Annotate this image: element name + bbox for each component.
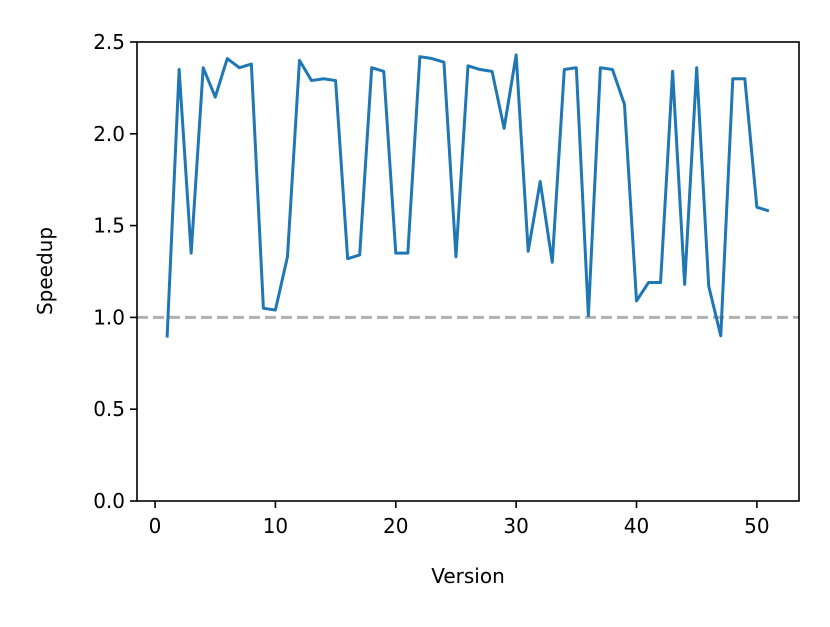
y-axis-label: Speedup — [33, 227, 57, 315]
y-tick-label: 1.5 — [93, 214, 125, 238]
x-tick-label: 0 — [149, 514, 162, 538]
x-axis-label: Version — [431, 564, 505, 588]
y-tick-label: 0.0 — [93, 489, 125, 513]
x-tick-label: 10 — [263, 514, 288, 538]
y-tick-label: 2.5 — [93, 30, 125, 54]
x-tick-label: 20 — [383, 514, 408, 538]
x-tick-label: 40 — [624, 514, 649, 538]
plot-frame — [136, 41, 800, 502]
y-tick-label: 1.0 — [93, 305, 125, 329]
y-tick-label: 2.0 — [93, 122, 125, 146]
data-line — [165, 53, 770, 338]
y-tick-label: 0.5 — [93, 397, 125, 421]
x-tick-label: 30 — [503, 514, 528, 538]
x-tick-label: 50 — [744, 514, 769, 538]
